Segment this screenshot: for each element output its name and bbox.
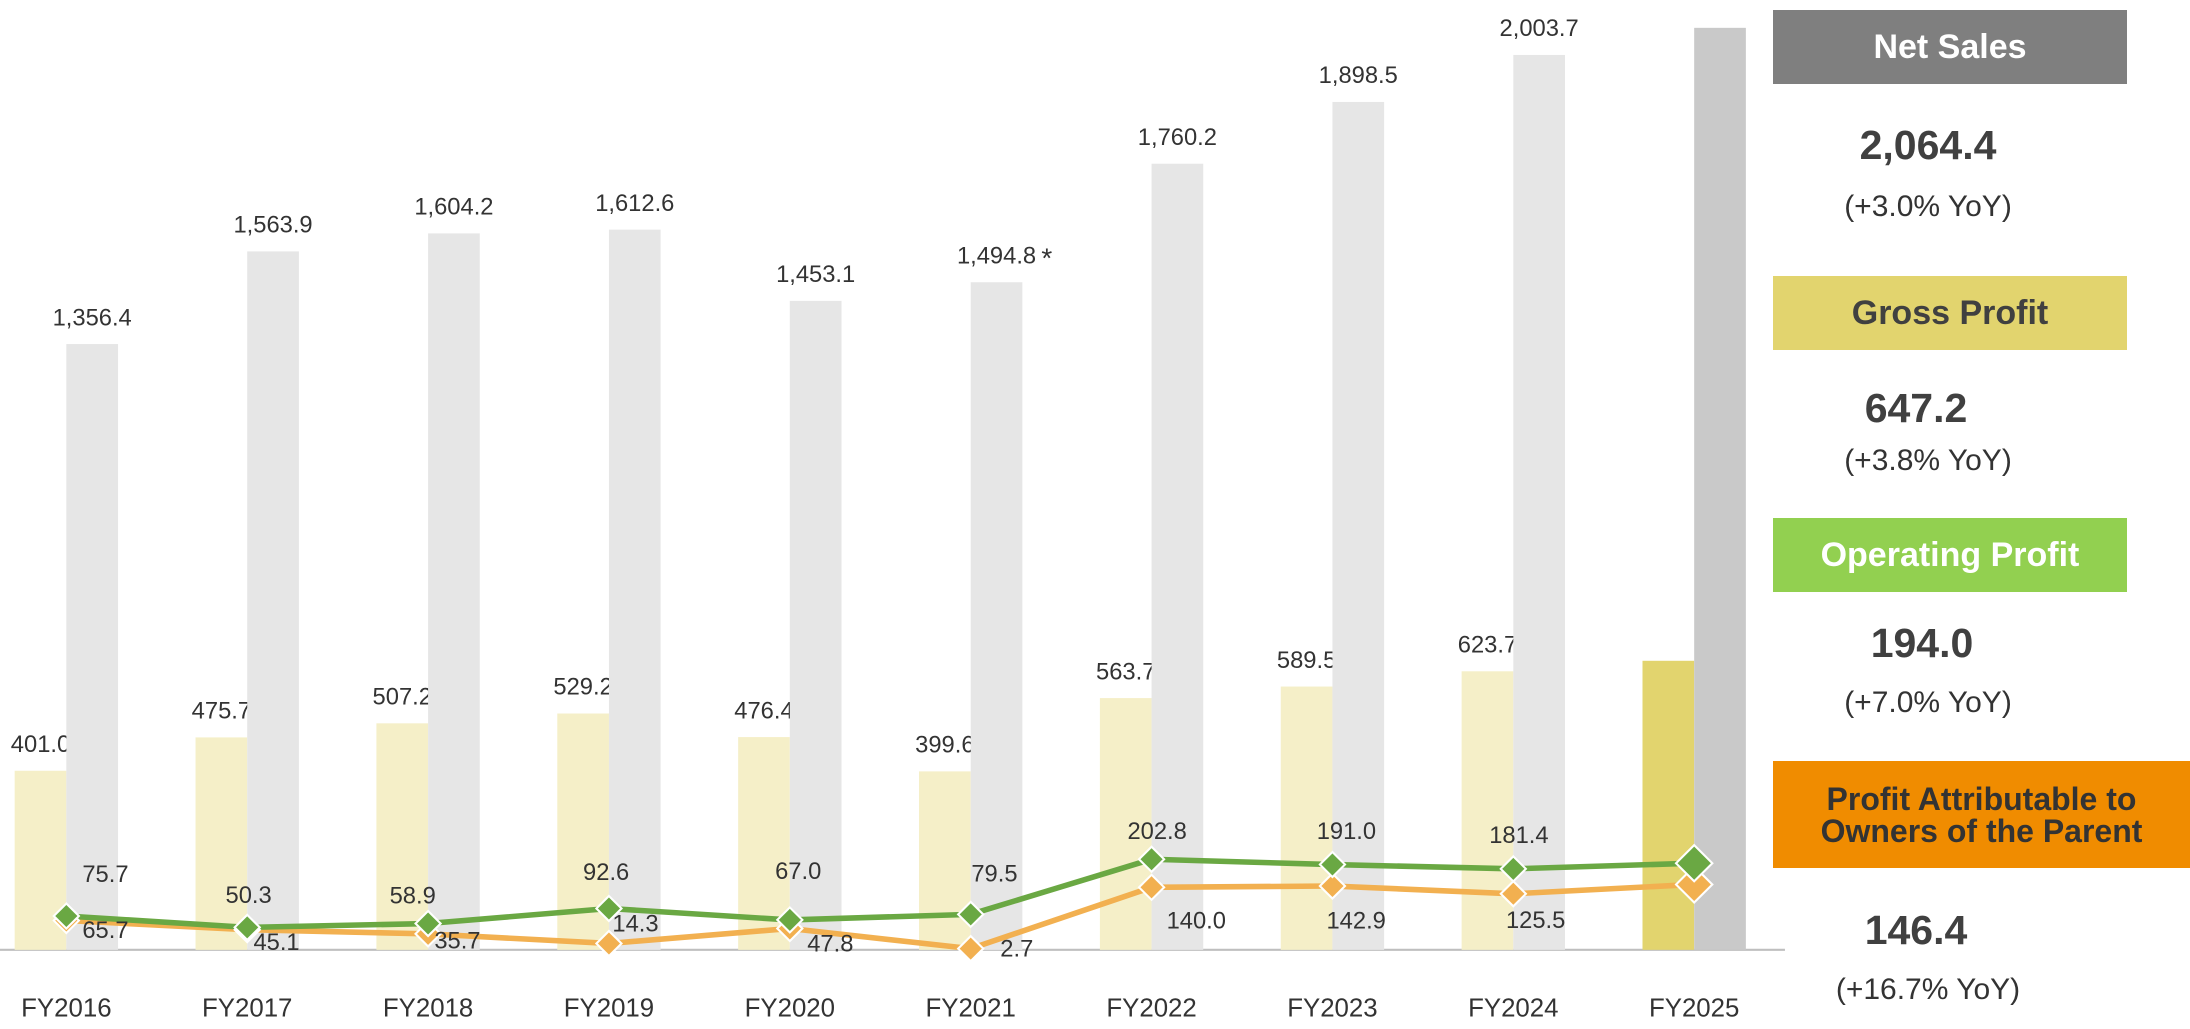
data-label: 202.8 [1127, 819, 1186, 845]
data-label: 399.6 [915, 733, 974, 759]
marker [233, 913, 262, 942]
marker [1137, 845, 1166, 874]
legend-profit-attributable: Profit Attributable to Owners of the Par… [1773, 761, 2190, 868]
data-label: 35.7 [434, 929, 480, 955]
data-label: 75.7 [82, 862, 128, 888]
bar [919, 771, 971, 950]
data-label: 125.5 [1506, 908, 1565, 934]
data-label: 181.4 [1489, 823, 1548, 849]
bar [1694, 27, 1746, 950]
line [66, 856, 1695, 931]
data-label: 67.0 [775, 859, 821, 885]
annotation: * [1041, 242, 1052, 273]
marker [956, 934, 985, 963]
x-tick-label: FY2021 [925, 994, 1015, 1022]
marker [594, 929, 624, 958]
data-label: 14.3 [612, 912, 658, 938]
x-tick-label: FY2016 [21, 994, 111, 1022]
x-tick-label: FY2023 [1287, 994, 1377, 1022]
data-label: 1,356.4 [53, 305, 132, 331]
marker [1318, 850, 1347, 879]
marker [594, 894, 624, 923]
bar [738, 737, 790, 950]
data-label: 45.1 [253, 930, 299, 956]
data-label: 1,604.2 [414, 195, 493, 221]
bar [1099, 698, 1152, 950]
bar [1461, 671, 1514, 950]
gross-profit-yoy: (+3.8% YoY) [1844, 444, 2012, 477]
data-label: 92.6 [583, 860, 629, 886]
data-label: 589.5 [1277, 648, 1336, 674]
marker [414, 909, 443, 938]
x-tick-label: FY2025 [1649, 994, 1739, 1022]
data-label: 1,494.8 [957, 244, 1036, 270]
marker [52, 902, 81, 931]
x-tick-label: FY2018 [383, 994, 473, 1022]
data-label: 1,453.1 [776, 262, 855, 288]
marker [1674, 864, 1714, 904]
bar [1332, 101, 1385, 950]
bar [66, 344, 119, 950]
bar [376, 723, 429, 950]
bar [970, 282, 1023, 950]
marker [1674, 843, 1714, 883]
x-tick-label: FY2022 [1106, 994, 1196, 1022]
data-label: 1,760.2 [1138, 125, 1217, 151]
bar [1151, 163, 1204, 950]
operating-profit-value: 194.0 [1870, 620, 1974, 666]
data-label: 79.5 [971, 862, 1017, 888]
bar [1513, 54, 1565, 950]
bar [608, 229, 661, 950]
marker [1137, 873, 1166, 902]
x-tick-label: FY2020 [745, 994, 835, 1022]
marker [775, 905, 804, 934]
data-label: 563.7 [1096, 659, 1155, 685]
legend-gross-profit: Gross Profit [1773, 276, 2127, 350]
line [66, 881, 1695, 952]
bar [247, 251, 299, 950]
data-label: 1,898.5 [1319, 63, 1398, 89]
x-tick-label: FY2019 [564, 994, 654, 1022]
data-label: 1,612.6 [595, 191, 674, 217]
data-label: 140.0 [1167, 908, 1226, 934]
data-label: 191.0 [1317, 819, 1376, 845]
bar [428, 233, 480, 950]
marker [1499, 879, 1528, 908]
data-label: 65.7 [82, 918, 128, 944]
legend-net-sales: Net Sales [1773, 10, 2127, 84]
data-label: 2,003.7 [1500, 16, 1579, 42]
net-sales-yoy: (+3.0% YoY) [1844, 190, 2012, 223]
data-label: 142.9 [1326, 908, 1385, 934]
data-label: 2.7 [1000, 936, 1033, 962]
data-label: 529.2 [553, 675, 612, 701]
bar [1642, 660, 1695, 950]
legend-operating-profit: Operating Profit [1773, 518, 2127, 592]
data-label: 507.2 [373, 685, 432, 711]
x-tick-label: FY2017 [202, 994, 292, 1022]
data-label: 623.7 [1458, 633, 1517, 659]
data-label: 476.4 [734, 698, 793, 724]
marker [956, 900, 985, 929]
operating-profit-yoy: (+7.0% YoY) [1844, 686, 2012, 719]
net-sales-value: 2,064.4 [1859, 122, 1997, 168]
marker [1318, 872, 1347, 900]
data-label: 1,563.9 [233, 213, 312, 239]
data-label: 50.3 [226, 883, 272, 909]
data-label: 401.0 [11, 732, 70, 758]
x-tick-label: FY2024 [1468, 994, 1558, 1022]
data-label: 58.9 [390, 883, 436, 909]
data-label: 475.7 [192, 699, 251, 725]
bar [1280, 686, 1333, 950]
marker [1499, 854, 1528, 883]
data-label: 47.8 [807, 931, 853, 957]
profit-attributable-value: 146.4 [1864, 907, 1968, 953]
bar [789, 300, 842, 950]
gross-profit-value: 647.2 [1864, 385, 1968, 431]
profit-attributable-yoy: (+16.7% YoY) [1835, 973, 2021, 1006]
bar [195, 737, 248, 950]
